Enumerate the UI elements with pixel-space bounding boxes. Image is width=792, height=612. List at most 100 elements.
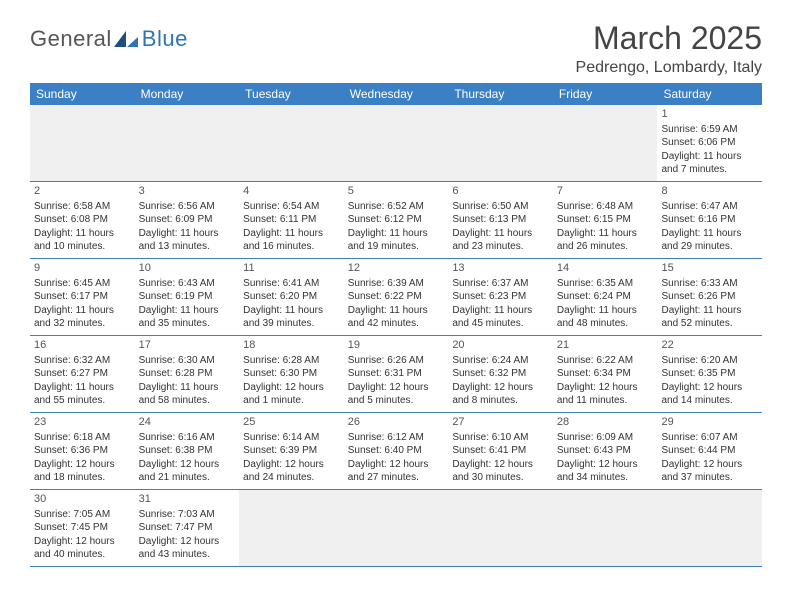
- day-line: and 32 minutes.: [34, 317, 131, 331]
- day-line: Sunset: 6:09 PM: [139, 213, 236, 227]
- day-number: 9: [34, 261, 131, 276]
- empty-cell: [553, 105, 658, 181]
- day-line: Daylight: 12 hours: [139, 535, 236, 549]
- day-line: Daylight: 12 hours: [243, 458, 340, 472]
- day-number: 13: [452, 261, 549, 276]
- day-line: Sunrise: 6:47 AM: [661, 200, 758, 214]
- day-cell: 20Sunrise: 6:24 AMSunset: 6:32 PMDayligh…: [448, 336, 553, 412]
- day-cell: 25Sunrise: 6:14 AMSunset: 6:39 PMDayligh…: [239, 413, 344, 489]
- day-cell: 19Sunrise: 6:26 AMSunset: 6:31 PMDayligh…: [344, 336, 449, 412]
- day-line: Daylight: 11 hours: [348, 227, 445, 241]
- day-line: Sunrise: 6:45 AM: [34, 277, 131, 291]
- day-line: Daylight: 11 hours: [557, 227, 654, 241]
- day-line: Daylight: 11 hours: [661, 227, 758, 241]
- day-line: Daylight: 12 hours: [452, 458, 549, 472]
- day-line: Sunset: 6:20 PM: [243, 290, 340, 304]
- day-cell: 27Sunrise: 6:10 AMSunset: 6:41 PMDayligh…: [448, 413, 553, 489]
- day-line: Sunset: 6:27 PM: [34, 367, 131, 381]
- day-number: 19: [348, 338, 445, 353]
- day-line: and 35 minutes.: [139, 317, 236, 331]
- day-number: 20: [452, 338, 549, 353]
- day-line: and 1 minute.: [243, 394, 340, 408]
- day-line: Daylight: 11 hours: [139, 381, 236, 395]
- day-line: Daylight: 12 hours: [557, 381, 654, 395]
- day-cell: 10Sunrise: 6:43 AMSunset: 6:19 PMDayligh…: [135, 259, 240, 335]
- weekday-label: Thursday: [448, 83, 553, 105]
- day-line: Daylight: 11 hours: [34, 381, 131, 395]
- day-line: Sunrise: 6:32 AM: [34, 354, 131, 368]
- day-line: Sunrise: 6:59 AM: [661, 123, 758, 137]
- day-number: 2: [34, 184, 131, 199]
- day-cell: 26Sunrise: 6:12 AMSunset: 6:40 PMDayligh…: [344, 413, 449, 489]
- day-number: 8: [661, 184, 758, 199]
- day-cell: 23Sunrise: 6:18 AMSunset: 6:36 PMDayligh…: [30, 413, 135, 489]
- day-line: Daylight: 11 hours: [243, 227, 340, 241]
- empty-cell: [135, 105, 240, 181]
- day-cell: 28Sunrise: 6:09 AMSunset: 6:43 PMDayligh…: [553, 413, 658, 489]
- day-cell: 30Sunrise: 7:05 AMSunset: 7:45 PMDayligh…: [30, 490, 135, 566]
- day-line: Daylight: 11 hours: [661, 150, 758, 164]
- day-number: 6: [452, 184, 549, 199]
- day-line: Sunrise: 6:56 AM: [139, 200, 236, 214]
- day-cell: 3Sunrise: 6:56 AMSunset: 6:09 PMDaylight…: [135, 182, 240, 258]
- day-number: 28: [557, 415, 654, 430]
- day-cell: 9Sunrise: 6:45 AMSunset: 6:17 PMDaylight…: [30, 259, 135, 335]
- day-line: and 58 minutes.: [139, 394, 236, 408]
- day-line: Daylight: 12 hours: [243, 381, 340, 395]
- day-line: Sunrise: 6:33 AM: [661, 277, 758, 291]
- day-line: Daylight: 11 hours: [34, 304, 131, 318]
- day-line: Sunset: 6:44 PM: [661, 444, 758, 458]
- day-number: 26: [348, 415, 445, 430]
- weekday-label: Monday: [135, 83, 240, 105]
- day-line: Sunrise: 7:03 AM: [139, 508, 236, 522]
- day-line: and 43 minutes.: [139, 548, 236, 562]
- day-number: 10: [139, 261, 236, 276]
- day-number: 14: [557, 261, 654, 276]
- page-title: March 2025: [576, 20, 762, 57]
- weekday-label: Sunday: [30, 83, 135, 105]
- day-line: Sunrise: 6:18 AM: [34, 431, 131, 445]
- day-number: 23: [34, 415, 131, 430]
- day-line: Sunset: 7:47 PM: [139, 521, 236, 535]
- day-line: Daylight: 11 hours: [139, 227, 236, 241]
- day-line: and 16 minutes.: [243, 240, 340, 254]
- day-line: Sunset: 7:45 PM: [34, 521, 131, 535]
- logo: General Blue: [30, 26, 188, 52]
- day-line: Sunset: 6:26 PM: [661, 290, 758, 304]
- day-line: Daylight: 12 hours: [139, 458, 236, 472]
- day-line: Sunset: 6:38 PM: [139, 444, 236, 458]
- day-number: 4: [243, 184, 340, 199]
- day-line: Sunrise: 6:50 AM: [452, 200, 549, 214]
- day-cell: 8Sunrise: 6:47 AMSunset: 6:16 PMDaylight…: [657, 182, 762, 258]
- day-number: 12: [348, 261, 445, 276]
- day-line: and 27 minutes.: [348, 471, 445, 485]
- day-line: Daylight: 11 hours: [557, 304, 654, 318]
- week-row: 30Sunrise: 7:05 AMSunset: 7:45 PMDayligh…: [30, 490, 762, 567]
- day-line: Sunrise: 6:28 AM: [243, 354, 340, 368]
- day-line: Sunset: 6:30 PM: [243, 367, 340, 381]
- day-line: Sunrise: 6:12 AM: [348, 431, 445, 445]
- day-line: and 18 minutes.: [34, 471, 131, 485]
- day-line: Sunset: 6:32 PM: [452, 367, 549, 381]
- day-line: Sunrise: 6:09 AM: [557, 431, 654, 445]
- day-line: Sunrise: 6:58 AM: [34, 200, 131, 214]
- day-number: 21: [557, 338, 654, 353]
- location: Pedrengo, Lombardy, Italy: [576, 59, 762, 77]
- empty-cell: [553, 490, 658, 566]
- day-line: and 55 minutes.: [34, 394, 131, 408]
- day-number: 11: [243, 261, 340, 276]
- day-line: Sunrise: 6:20 AM: [661, 354, 758, 368]
- day-line: and 26 minutes.: [557, 240, 654, 254]
- day-line: Sunset: 6:36 PM: [34, 444, 131, 458]
- day-number: 29: [661, 415, 758, 430]
- day-line: and 37 minutes.: [661, 471, 758, 485]
- day-cell: 24Sunrise: 6:16 AMSunset: 6:38 PMDayligh…: [135, 413, 240, 489]
- day-cell: 12Sunrise: 6:39 AMSunset: 6:22 PMDayligh…: [344, 259, 449, 335]
- empty-cell: [344, 105, 449, 181]
- empty-cell: [448, 105, 553, 181]
- day-number: 30: [34, 492, 131, 507]
- day-line: Sunrise: 6:37 AM: [452, 277, 549, 291]
- day-number: 18: [243, 338, 340, 353]
- day-line: Sunset: 6:23 PM: [452, 290, 549, 304]
- day-line: Daylight: 11 hours: [243, 304, 340, 318]
